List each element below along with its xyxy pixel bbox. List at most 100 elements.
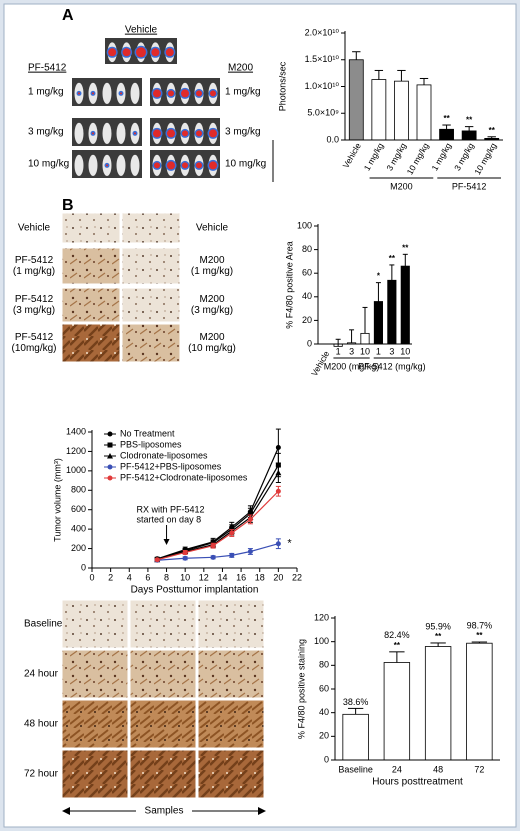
signal (182, 130, 188, 137)
tissue-image (61, 323, 121, 363)
x-tick-label: 12 (199, 572, 209, 582)
y-tick-label: 400 (71, 524, 86, 534)
signal (196, 90, 202, 97)
tissue-image (61, 699, 129, 749)
y-axis-label: Tumor volume (mm³) (52, 458, 62, 542)
image-label: 48 hour (24, 719, 59, 730)
x-tick-label: 72 (474, 764, 484, 774)
mouse (74, 122, 84, 145)
image-label: (1 mg/kg) (13, 266, 55, 277)
image-label: (3 mg/kg) (191, 305, 233, 316)
y-tick-label: 60 (302, 268, 312, 278)
y-tick-label: 80 (302, 244, 312, 254)
x-tick-label: 22 (292, 572, 302, 582)
image-label: Vehicle (18, 223, 51, 234)
image-label: M200 (199, 332, 224, 343)
x-tick-label: 18 (255, 572, 265, 582)
signal (92, 132, 94, 135)
y-axis-label: % F4/80 positive staining (296, 639, 306, 739)
significance: ** (435, 632, 442, 641)
signal (196, 130, 202, 137)
significance: ** (394, 641, 401, 650)
y-axis-label: % F4/80 positive Area (284, 241, 294, 329)
y-tick-label: 20 (302, 315, 312, 325)
tissue-image (197, 699, 265, 749)
legend-label: PF-5412+Clodronate-liposomes (120, 472, 248, 482)
signal (181, 89, 189, 98)
tissue-image (197, 749, 265, 799)
signal (168, 90, 174, 97)
marker (247, 516, 253, 522)
signal (106, 164, 108, 167)
x-tick-label: 2 (108, 572, 113, 582)
signal (92, 92, 94, 95)
x-tick-label: 48 (433, 764, 443, 774)
panel-label: B (62, 197, 74, 214)
marker (275, 445, 281, 451)
y-tick-label: 100 (297, 220, 312, 230)
tissue-image (61, 287, 121, 323)
x-tick-label: 4 (127, 572, 132, 582)
x-tick-label: 6 (145, 572, 150, 582)
significance: ** (489, 126, 496, 135)
signal (210, 90, 216, 97)
x-tick-label: 14 (217, 572, 227, 582)
x-tick-label: 10 (400, 346, 410, 356)
value-label: 82.4% (384, 630, 410, 640)
significance: ** (443, 114, 450, 123)
y-tick-label: 100 (314, 636, 329, 646)
marker (107, 475, 113, 481)
bar (461, 130, 477, 141)
image-label: Baseline (24, 619, 63, 630)
signal (120, 92, 122, 95)
tissue-image (129, 599, 197, 649)
significance: * (377, 272, 381, 281)
mouse (116, 154, 126, 177)
image-label: (3 mg/kg) (13, 305, 55, 316)
x-tick-label: 3 (389, 346, 394, 356)
marker (107, 464, 113, 470)
y-tick-label: 0 (307, 338, 312, 348)
mouse (130, 82, 140, 105)
y-tick-label: 600 (71, 504, 86, 514)
image-label: 3 mg/kg (225, 127, 261, 138)
bar (416, 84, 432, 141)
legend-label: PBS-liposomes (120, 439, 182, 449)
image-label: 24 hour (24, 669, 59, 680)
y-tick-label: 1000 (66, 465, 86, 475)
bar (383, 662, 411, 761)
panel-label: A (62, 7, 74, 24)
image-label: 1 mg/kg (28, 87, 64, 98)
series-line (157, 490, 279, 561)
series-line (157, 464, 279, 560)
value-label: 38.6% (343, 697, 369, 707)
image-label: Vehicle (125, 25, 158, 36)
annotation: started on day 8 (137, 514, 202, 524)
y-tick-label: 5.0×10⁹ (307, 108, 339, 118)
image-label: 10 mg/kg (28, 159, 69, 170)
signal (154, 162, 160, 169)
bar (342, 713, 369, 761)
bar (424, 646, 452, 761)
marker (247, 548, 253, 554)
mouse (130, 154, 140, 177)
bar (394, 80, 409, 141)
signal (153, 89, 161, 98)
image-label: PF-5412 (28, 63, 67, 74)
signal (209, 129, 217, 138)
group-label: M200 (390, 181, 413, 191)
tissue-image (121, 247, 181, 285)
annotation: RX with PF-5412 (137, 504, 205, 514)
tissue-image (197, 649, 265, 699)
y-tick-label: 1.5×10¹⁰ (305, 54, 340, 64)
y-tick-label: 60 (319, 683, 329, 693)
significance: ** (402, 243, 409, 252)
image-label: PF-5412 (15, 332, 54, 343)
bar (360, 332, 370, 345)
image-label: M200 (199, 294, 224, 305)
image-label: PF-5412 (15, 255, 54, 266)
bar (439, 128, 454, 141)
image-label: (10 mg/kg) (188, 343, 236, 354)
y-tick-label: 80 (319, 660, 329, 670)
